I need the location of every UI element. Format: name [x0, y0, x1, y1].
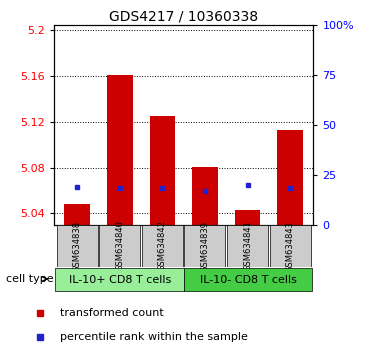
Text: GSM634842: GSM634842 — [158, 221, 167, 272]
Bar — [55, 268, 184, 291]
Text: IL-10- CD8 T cells: IL-10- CD8 T cells — [200, 275, 297, 285]
Bar — [142, 225, 183, 267]
Text: GSM634841: GSM634841 — [243, 221, 252, 272]
Text: percentile rank within the sample: percentile rank within the sample — [59, 332, 247, 342]
Text: transformed count: transformed count — [59, 308, 163, 318]
Bar — [270, 225, 311, 267]
Text: GSM634839: GSM634839 — [200, 221, 210, 272]
Text: GSM634840: GSM634840 — [115, 221, 124, 272]
Bar — [192, 166, 218, 225]
Bar — [57, 225, 98, 267]
Text: IL-10+ CD8 T cells: IL-10+ CD8 T cells — [69, 275, 171, 285]
Bar — [184, 225, 225, 267]
Bar — [235, 210, 260, 225]
Text: GSM634838: GSM634838 — [73, 221, 82, 272]
Bar — [277, 130, 303, 225]
Title: GDS4217 / 10360338: GDS4217 / 10360338 — [109, 10, 258, 24]
Bar — [107, 75, 132, 225]
Bar — [227, 225, 268, 267]
Bar — [99, 225, 140, 267]
Bar — [65, 204, 90, 225]
Bar — [150, 116, 175, 225]
Text: GSM634843: GSM634843 — [286, 221, 295, 272]
Text: cell type: cell type — [6, 274, 53, 284]
Bar — [184, 268, 312, 291]
